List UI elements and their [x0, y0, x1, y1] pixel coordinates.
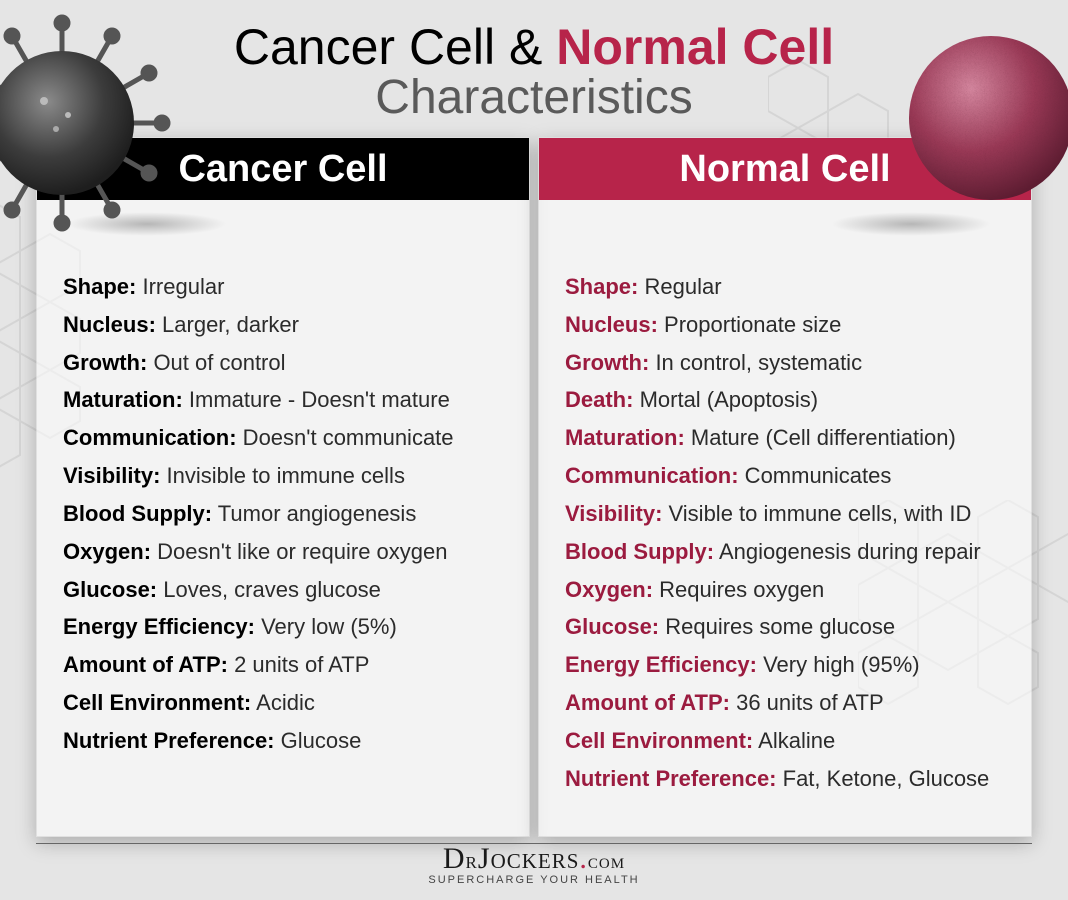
characteristic-row: Maturation: Mature (Cell differentiation… [565, 419, 1005, 457]
characteristic-value: Doesn't like or require oxygen [151, 539, 447, 564]
characteristic-value: Very low (5%) [255, 614, 397, 639]
characteristic-label: Visibility: [565, 501, 662, 526]
characteristic-label: Communication: [63, 425, 237, 450]
characteristic-label: Visibility: [63, 463, 160, 488]
title-normal: Normal Cell [556, 19, 834, 75]
characteristic-value: Alkaline [753, 728, 835, 753]
characteristic-label: Nucleus: [565, 312, 658, 337]
characteristic-value: Mature (Cell differentiation) [685, 425, 956, 450]
comparison-columns: Cancer Cell Shape: IrregularNucleus: Lar… [36, 137, 1032, 837]
characteristic-value: Tumor angiogenesis [212, 501, 416, 526]
characteristic-value: Immature - Doesn't mature [183, 387, 450, 412]
characteristic-value: Loves, craves glucose [157, 577, 381, 602]
characteristic-label: Blood Supply: [63, 501, 212, 526]
characteristic-label: Maturation: [565, 425, 685, 450]
characteristic-label: Growth: [63, 350, 147, 375]
normal-body: Shape: RegularNucleus: Proportionate siz… [539, 200, 1031, 822]
characteristic-value: In control, systematic [649, 350, 862, 375]
characteristic-value: Very high (95%) [757, 652, 920, 677]
characteristic-row: Visibility: Invisible to immune cells [63, 457, 503, 495]
characteristic-row: Shape: Regular [565, 268, 1005, 306]
characteristic-row: Glucose: Loves, craves glucose [63, 571, 503, 609]
characteristic-label: Amount of ATP: [63, 652, 228, 677]
characteristic-value: Out of control [147, 350, 285, 375]
cancer-cell-icon [0, 8, 177, 238]
characteristic-value: Glucose [275, 728, 362, 753]
footer: DrJockers.com SUPERCHARGE YOUR HEALTH [0, 842, 1068, 886]
characteristic-row: Cell Environment: Alkaline [565, 722, 1005, 760]
cancer-body: Shape: IrregularNucleus: Larger, darkerG… [37, 200, 529, 784]
characteristic-value: Larger, darker [156, 312, 299, 337]
characteristic-row: Nucleus: Larger, darker [63, 306, 503, 344]
characteristic-row: Amount of ATP: 36 units of ATP [565, 684, 1005, 722]
characteristic-row: Glucose: Requires some glucose [565, 608, 1005, 646]
characteristic-row: Visibility: Visible to immune cells, wit… [565, 495, 1005, 533]
characteristic-value: 2 units of ATP [228, 652, 369, 677]
characteristic-label: Energy Efficiency: [63, 614, 255, 639]
characteristic-label: Maturation: [63, 387, 183, 412]
characteristic-label: Cell Environment: [565, 728, 753, 753]
characteristic-row: Blood Supply: Tumor angiogenesis [63, 495, 503, 533]
characteristic-label: Cell Environment: [63, 690, 251, 715]
characteristic-label: Energy Efficiency: [565, 652, 757, 677]
characteristic-label: Growth: [565, 350, 649, 375]
normal-column: Normal Cell Shape: RegularNucleus: Propo… [538, 137, 1032, 837]
characteristic-label: Oxygen: [565, 577, 653, 602]
characteristic-label: Shape: [63, 274, 136, 299]
characteristic-label: Nutrient Preference: [63, 728, 275, 753]
characteristic-row: Oxygen: Doesn't like or require oxygen [63, 533, 503, 571]
characteristic-value: Requires oxygen [653, 577, 824, 602]
brand-tagline: SUPERCHARGE YOUR HEALTH [0, 874, 1068, 886]
characteristic-label: Glucose: [63, 577, 157, 602]
characteristic-value: Visible to immune cells, with ID [662, 501, 971, 526]
characteristic-label: Nutrient Preference: [565, 766, 777, 791]
characteristic-value: Regular [638, 274, 721, 299]
characteristic-row: Growth: In control, systematic [565, 344, 1005, 382]
characteristic-row: Amount of ATP: 2 units of ATP [63, 646, 503, 684]
title-cancer: Cancer Cell [234, 19, 495, 75]
characteristic-row: Nucleus: Proportionate size [565, 306, 1005, 344]
characteristic-row: Energy Efficiency: Very low (5%) [63, 608, 503, 646]
characteristic-row: Blood Supply: Angiogenesis during repair [565, 533, 1005, 571]
brand-text: DrJockers [443, 842, 580, 875]
characteristic-label: Shape: [565, 274, 638, 299]
characteristic-row: Energy Efficiency: Very high (95%) [565, 646, 1005, 684]
characteristic-label: Amount of ATP: [565, 690, 730, 715]
characteristic-label: Communication: [565, 463, 739, 488]
characteristic-row: Maturation: Immature - Doesn't mature [63, 381, 503, 419]
characteristic-row: Cell Environment: Acidic [63, 684, 503, 722]
characteristic-row: Communication: Doesn't communicate [63, 419, 503, 457]
characteristic-value: Doesn't communicate [237, 425, 454, 450]
characteristic-value: Mortal (Apoptosis) [633, 387, 818, 412]
characteristic-value: Fat, Ketone, Glucose [777, 766, 990, 791]
title-ampersand: & [509, 19, 542, 75]
characteristic-value: 36 units of ATP [730, 690, 884, 715]
brand-suffix: com [588, 848, 625, 873]
characteristic-row: Shape: Irregular [63, 268, 503, 306]
characteristic-label: Glucose: [565, 614, 659, 639]
characteristic-row: Growth: Out of control [63, 344, 503, 382]
characteristic-row: Nutrient Preference: Glucose [63, 722, 503, 760]
characteristic-label: Nucleus: [63, 312, 156, 337]
characteristic-value: Invisible to immune cells [160, 463, 405, 488]
characteristic-label: Oxygen: [63, 539, 151, 564]
characteristic-value: Communicates [739, 463, 892, 488]
characteristic-value: Proportionate size [658, 312, 841, 337]
brand-logo: DrJockers.com [0, 842, 1068, 876]
characteristic-value: Angiogenesis during repair [714, 539, 981, 564]
cancer-column: Cancer Cell Shape: IrregularNucleus: Lar… [36, 137, 530, 837]
characteristic-row: Oxygen: Requires oxygen [565, 571, 1005, 609]
characteristic-value: Irregular [136, 274, 224, 299]
characteristic-label: Blood Supply: [565, 539, 714, 564]
characteristic-row: Death: Mortal (Apoptosis) [565, 381, 1005, 419]
characteristic-value: Acidic [251, 690, 315, 715]
brand-dot: . [579, 842, 588, 875]
characteristic-row: Communication: Communicates [565, 457, 1005, 495]
characteristic-row: Nutrient Preference: Fat, Ketone, Glucos… [565, 760, 1005, 798]
characteristic-label: Death: [565, 387, 633, 412]
normal-cell-icon [891, 18, 1068, 218]
characteristic-value: Requires some glucose [659, 614, 895, 639]
